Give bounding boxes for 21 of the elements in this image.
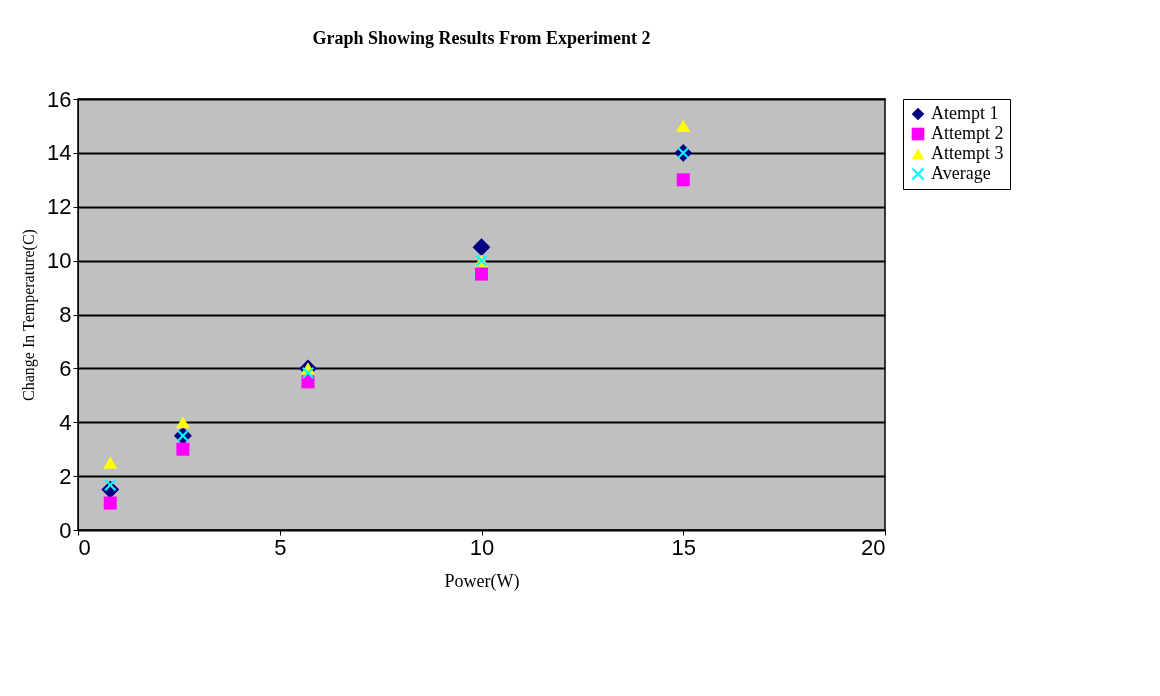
y-tick-label: 16 (47, 86, 72, 112)
legend-label: Atempt 1 (931, 103, 999, 123)
y-tick-label: 12 (47, 194, 72, 220)
legend-label: Attempt 3 (931, 143, 1004, 163)
x-tick-label: 5 (274, 534, 287, 560)
legend-label: Attempt 2 (931, 123, 1004, 143)
x-tick-label: 0 (78, 534, 91, 560)
y-axis-title: Change In Temperature(C) (20, 229, 39, 401)
x-axis-title: Power(W) (444, 570, 520, 592)
y-tick-label: 4 (59, 409, 72, 435)
y-tick-label: 2 (59, 463, 72, 489)
y-tick-label: 10 (47, 248, 72, 274)
chart-title: Graph Showing Results From Experiment 2 (312, 28, 651, 48)
x-tick-label: 15 (671, 534, 696, 560)
y-tick-label: 8 (59, 302, 72, 327)
y-tick-label: 0 (59, 517, 72, 543)
x-tick-label: 10 (469, 534, 495, 560)
y-tick-label: 14 (47, 140, 72, 166)
legend-label: Average (931, 163, 991, 183)
x-tick-label: 20 (861, 534, 886, 560)
y-tick-label: 6 (59, 355, 72, 381)
